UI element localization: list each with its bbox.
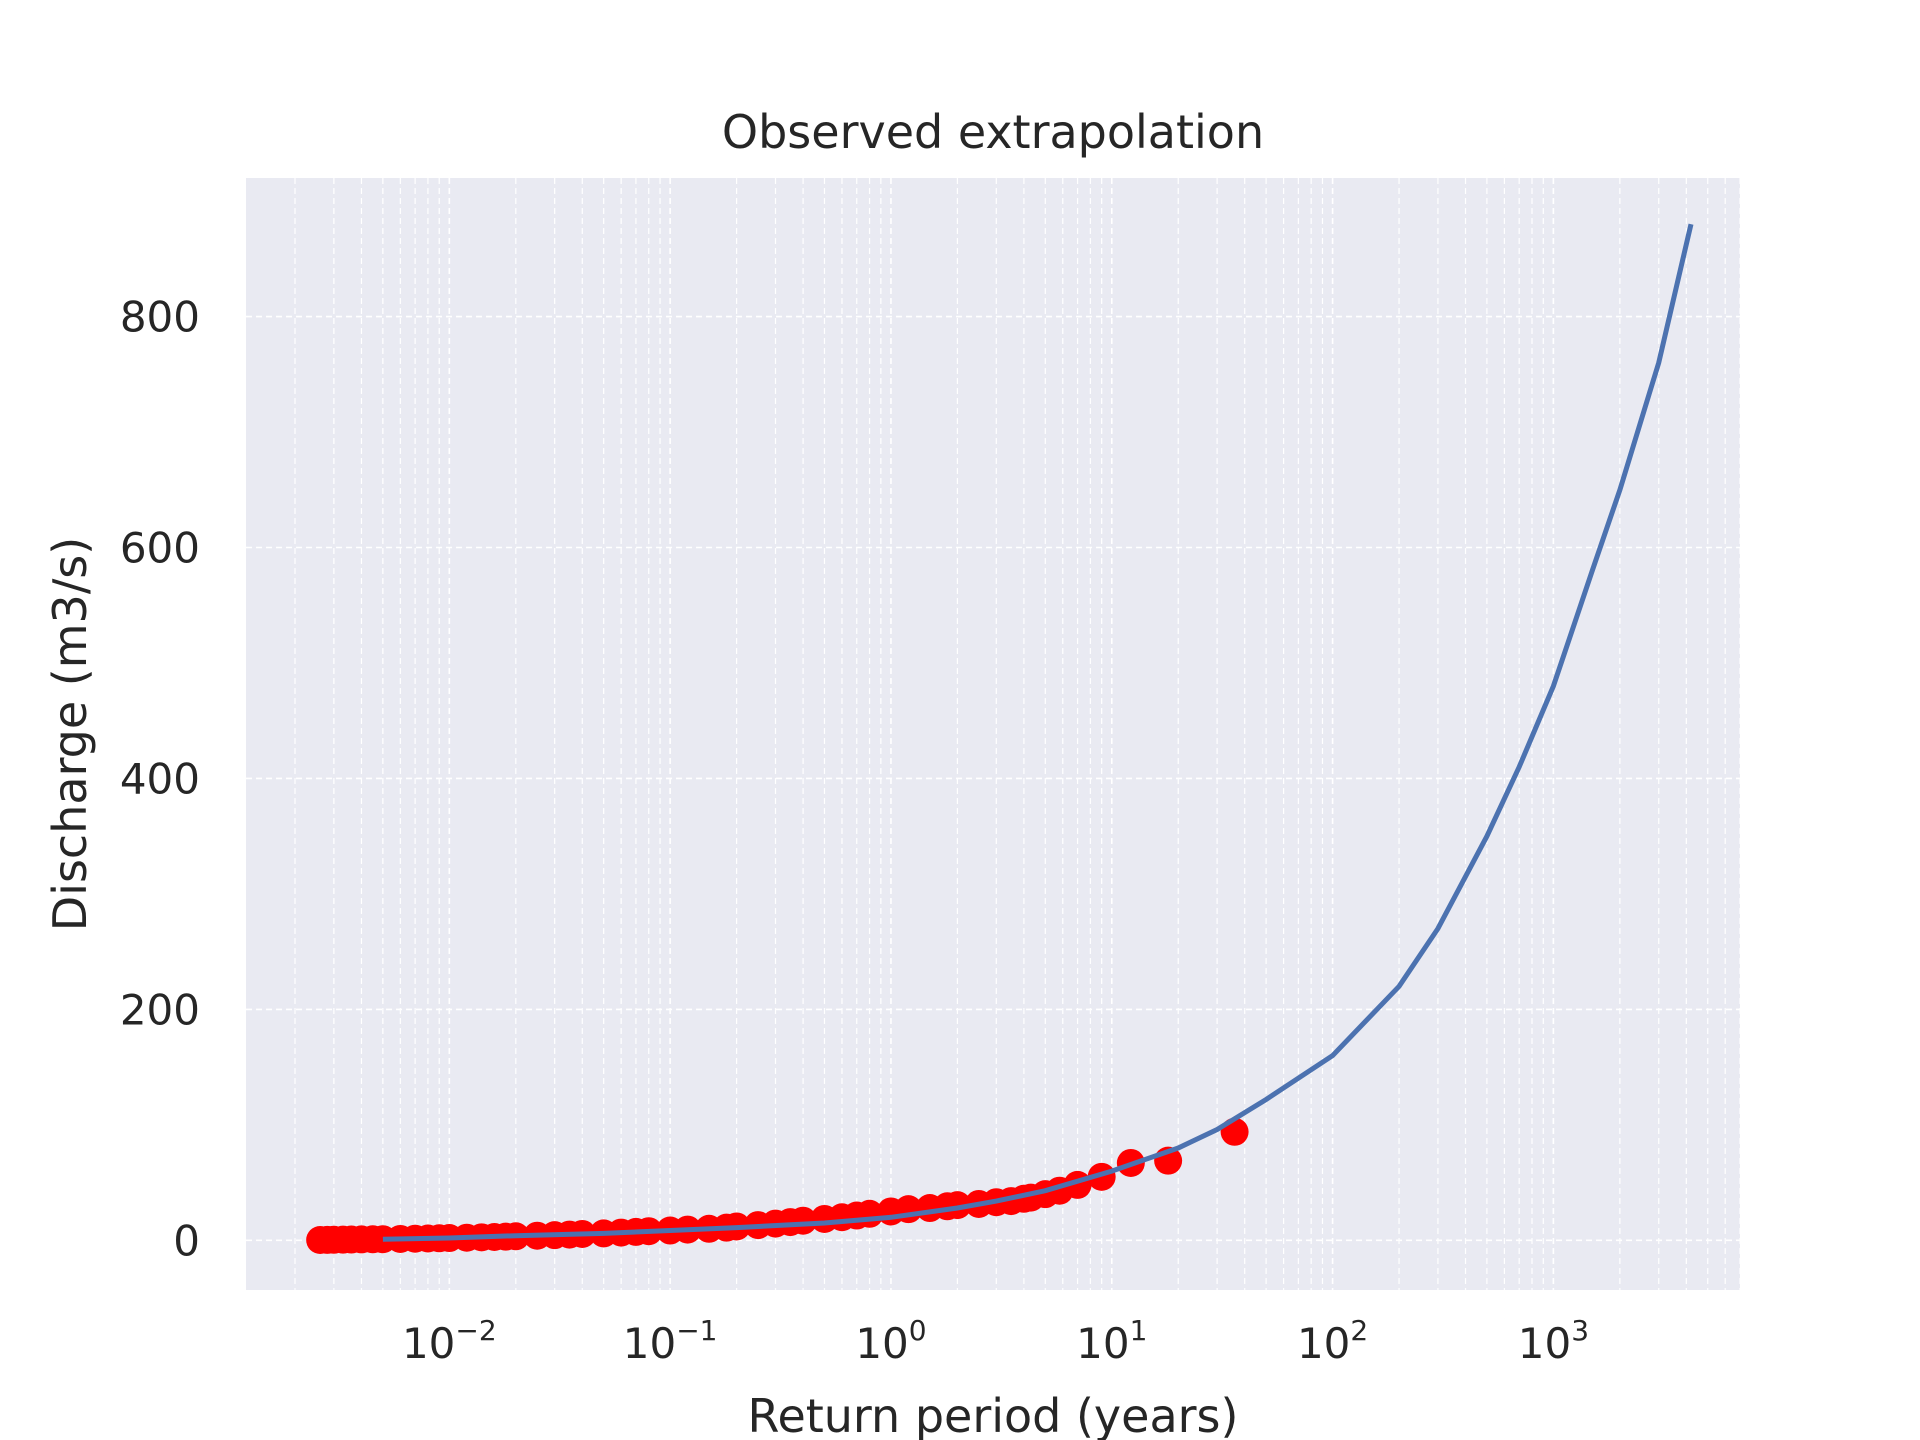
- x-tick-label: 10−1: [623, 1314, 718, 1368]
- plot-area: [246, 178, 1740, 1290]
- y-tick-label: 0: [173, 1216, 200, 1265]
- data-point: [789, 1206, 818, 1235]
- x-tick-label: 100: [855, 1314, 926, 1368]
- y-tick-label: 400: [120, 754, 200, 803]
- x-tick-labels: 10−2 10−1 100 101 102 103: [402, 1314, 1589, 1368]
- y-axis-label: Discharge (m3/s): [43, 537, 97, 931]
- y-tick-label: 800: [120, 293, 200, 342]
- x-tick-label: 102: [1297, 1314, 1368, 1368]
- x-tick-label: 101: [1076, 1314, 1147, 1368]
- y-tick-labels: 0 200 400 600 800: [120, 293, 200, 1266]
- x-axis-label: Return period (years): [748, 1389, 1239, 1440]
- fitted-curve: [382, 223, 1694, 1242]
- major-gridlines: [246, 178, 1740, 1290]
- data-point: [943, 1191, 972, 1220]
- minor-gridlines: [294, 178, 1741, 1290]
- y-tick-label: 600: [120, 524, 200, 573]
- chart-title: Observed extrapolation: [722, 105, 1264, 159]
- x-tick-label: 103: [1518, 1314, 1589, 1368]
- y-tick-label: 200: [120, 985, 200, 1034]
- x-tick-label: 10−2: [402, 1314, 497, 1368]
